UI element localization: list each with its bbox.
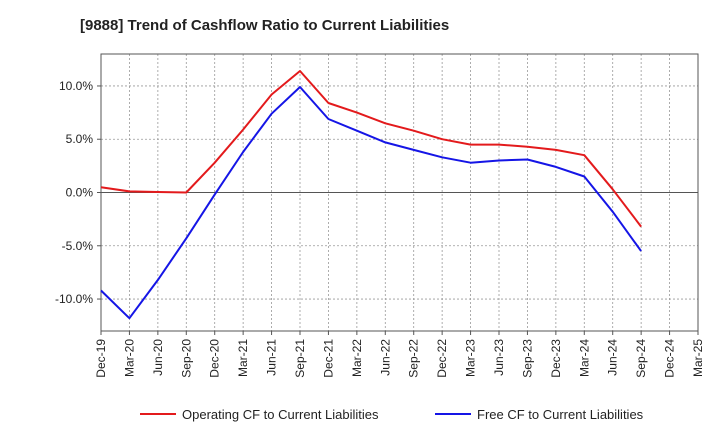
x-axis: Dec-19 Mar-20 Jun-20 Sep-20 Dec-20 Mar-21 Jun-… xyxy=(94,331,705,378)
x-tick-label: Dec-23 xyxy=(549,339,563,378)
series-line-2 xyxy=(100,86,642,320)
x-tick-label: Sep-24 xyxy=(634,339,648,378)
x-tick-label: Mar-21 xyxy=(236,339,250,377)
y-tick-label: 0.0% xyxy=(66,186,94,200)
chart-title: [9888] Trend of Cashflow Ratio to Curren… xyxy=(80,17,449,34)
x-tick-label: Mar-24 xyxy=(577,339,591,377)
x-tick-label: Dec-24 xyxy=(663,339,677,378)
y-tick-label: 5.0% xyxy=(66,132,94,146)
x-tick-label: Jun-23 xyxy=(492,339,506,376)
x-tick-label: Jun-20 xyxy=(151,339,165,376)
x-tick-label: Mar-20 xyxy=(122,339,136,377)
x-tick-label: Sep-23 xyxy=(520,339,534,378)
legend-label-1: Operating CF to Current Liabilities xyxy=(182,407,379,422)
y-tick-label: -5.0% xyxy=(62,239,94,253)
x-tick-label: Jun-24 xyxy=(606,339,620,376)
y-axis: -10.0% -5.0% 0.0% 5.0% 10.0% xyxy=(55,79,101,306)
x-tick-label: Sep-20 xyxy=(179,339,193,378)
x-tick-label: Jun-21 xyxy=(265,339,279,376)
y-tick-label: 10.0% xyxy=(59,79,93,93)
x-tick-label: Dec-20 xyxy=(208,339,222,378)
series-lines xyxy=(100,70,642,320)
legend-label-2: Free CF to Current Liabilities xyxy=(477,407,644,422)
x-tick-label: Sep-21 xyxy=(293,339,307,378)
x-tick-label: Mar-22 xyxy=(350,339,364,377)
x-tick-label: Mar-23 xyxy=(464,339,478,377)
x-tick-label: Dec-22 xyxy=(435,339,449,378)
x-tick-label: Mar-25 xyxy=(691,339,705,377)
x-tick-label: Sep-22 xyxy=(407,339,421,378)
y-tick-label: -10.0% xyxy=(55,292,93,306)
x-tick-label: Dec-21 xyxy=(321,339,335,378)
x-tick-label: Dec-19 xyxy=(94,339,108,378)
x-tick-label: Jun-22 xyxy=(378,339,392,376)
series-line-1 xyxy=(100,70,642,228)
legend: Operating CF to Current Liabilities Free … xyxy=(140,407,644,422)
